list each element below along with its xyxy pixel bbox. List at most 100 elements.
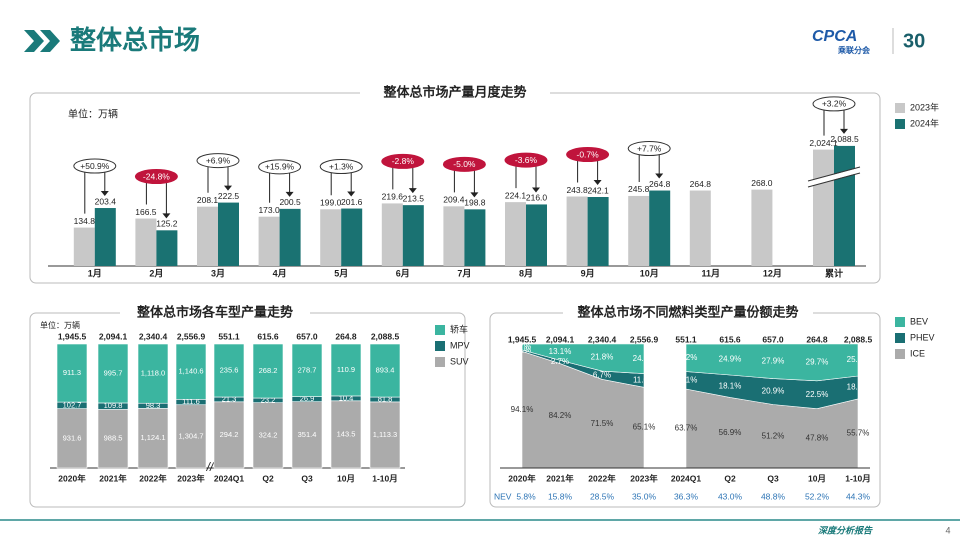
value-label: 213.5 [403,193,425,203]
value-label: 988.5 [104,434,123,443]
nev-share: 15.8% [548,491,573,501]
nev-share: 5.8% [516,491,536,501]
growth-label: +1.3% [329,161,354,171]
bar [341,208,363,266]
value-label: 51.2% [762,431,785,440]
growth-label: -0.7% [576,149,599,159]
chart-title: 整体总市场不同燃料类型产量份额走势 [576,304,798,319]
arrow-head [655,173,664,179]
total-label: 2,556.9 [177,331,206,341]
nev-share: 43.0% [718,491,743,501]
legend-label: PHEV [910,332,935,342]
value-label: 84.2% [549,411,572,420]
growth-badge [258,159,302,175]
value-label: 47.8% [806,433,829,442]
value-label: 264.8 [649,179,671,189]
nev-name: NEV [494,491,512,501]
legend-swatch [895,103,905,113]
bar-segment [213,343,245,398]
growth-label: +7.7% [637,143,662,153]
total-label: 2,088.5 [371,331,400,341]
value-label: 324.2 [259,430,278,439]
chart-title: 整体总市场各车型产量走势 [136,304,293,319]
value-label: 1.1% [513,346,531,355]
growth-label: +50.9% [80,161,110,171]
x-tick-label: 1月 [88,268,102,278]
nev-share: 48.8% [761,491,786,501]
growth-label: -3.6% [515,155,538,165]
value-label: 18.5% [847,383,870,392]
nev-share: 35.0% [632,491,657,501]
area-band [521,343,645,374]
bar [505,202,526,266]
bar-segment [97,343,129,404]
value-label: 20.9% [762,387,785,396]
value-label: 24.9% [719,355,742,364]
bar-segment [330,343,362,397]
value-label: 995.7 [104,368,123,377]
value-label: 893.4 [376,366,395,375]
value-label: 200.5 [279,197,301,207]
arrow-head [285,191,294,197]
total-label: 2,556.9 [630,334,659,344]
value-label: 26.9 [300,394,315,403]
axis-break [807,167,861,187]
growth-badge [504,152,548,168]
total-label: 615.6 [719,334,741,344]
value-label: 268.2 [259,366,278,375]
bar [443,206,465,266]
value-label: 268.0 [751,178,773,188]
bar [813,149,834,266]
nev-share: 44.3% [846,491,871,501]
x-tick-label: 2021年 [99,473,127,483]
value-label: 278.7 [298,365,317,374]
growth-label: +6.9% [206,155,231,165]
total-label: 264.8 [335,331,357,341]
legend-label: MPV [450,340,470,350]
nev-share: 36.3% [674,491,699,501]
value-label: 125.2 [156,219,178,229]
value-label: 98.3 [146,401,161,410]
value-label: 2,088.5 [830,134,859,144]
x-tick-label: Q2 [724,473,736,483]
total-label: 657.0 [762,334,784,344]
bar-segment [252,343,284,399]
value-label: 173.0 [258,205,280,215]
value-label: 198.8 [464,198,486,208]
x-tick-label: 10月 [808,473,826,483]
value-label: 55.7% [847,429,870,438]
total-label: 2,094.1 [546,334,575,344]
bar-segment [291,343,323,397]
legend-label: 2024年 [910,117,939,128]
legend-swatch [895,333,905,343]
x-tick-label: 8月 [519,268,533,278]
value-label: 14.1% [675,375,698,384]
value-label: 1,113.3 [373,430,397,439]
growth-badge [381,153,425,169]
logo: CPCA [812,28,857,45]
total-label: 2,088.5 [844,334,873,344]
value-label: 208.1 [197,195,219,205]
legend-label: SUV [450,356,469,366]
value-label: 22.5% [806,390,829,399]
chevron-icon [24,30,44,52]
x-tick-label: 9月 [581,268,595,278]
x-tick-label: 2023年 [177,473,205,483]
growth-badge [73,158,117,174]
bar [464,209,486,266]
bar [197,206,218,266]
bar-segment [252,402,284,469]
bar-segment [56,343,88,403]
value-label: 110.9 [337,365,355,374]
value-label: 111.6 [182,397,200,406]
value-label: 24.0% [633,354,656,363]
unit-label: 单位：万辆 [68,108,118,121]
value-label: 21.3 [222,394,237,403]
value-label: 25.8% [847,355,870,364]
x-tick-label: 2020年 [58,473,86,483]
value-label: 29.7% [806,358,829,367]
bar [402,205,424,266]
value-label: 245.8 [628,184,650,194]
bar [526,204,547,266]
